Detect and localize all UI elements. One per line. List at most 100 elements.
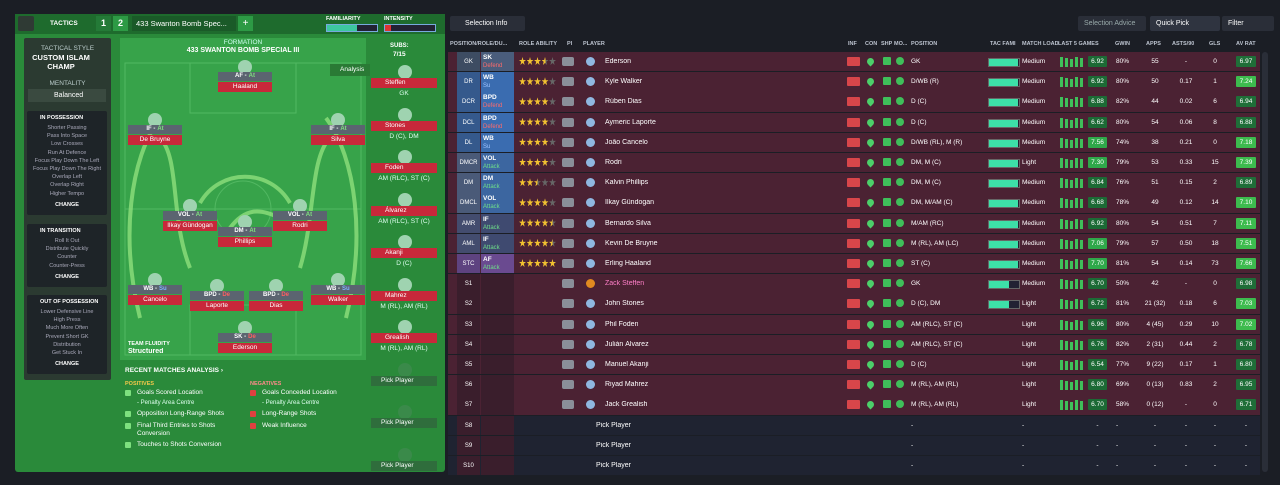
sub-name[interactable]: Mahrez bbox=[371, 290, 437, 301]
player-name[interactable]: Erling Haaland bbox=[605, 260, 651, 267]
asts-cell: - bbox=[1184, 421, 1188, 429]
player-name[interactable]: Jack Grealish bbox=[605, 401, 648, 409]
column-header[interactable]: CON bbox=[865, 41, 878, 47]
sub-name[interactable]: Pick Player bbox=[371, 418, 437, 428]
column-header[interactable]: PLAYER bbox=[583, 41, 605, 47]
toolbar-button[interactable]: Quick Pick bbox=[1150, 16, 1220, 31]
column-header[interactable]: MO... bbox=[894, 41, 908, 47]
column-header[interactable]: PI bbox=[567, 41, 573, 47]
role[interactable]: SK bbox=[483, 54, 493, 61]
role[interactable]: IF bbox=[483, 235, 489, 243]
player-name[interactable]: İlkay Gündogan bbox=[605, 199, 655, 207]
role[interactable]: VOL bbox=[483, 155, 497, 162]
duty: Attack bbox=[483, 204, 500, 211]
sub-name[interactable]: Álvarez bbox=[371, 205, 437, 216]
column-header[interactable]: MATCH LOAD bbox=[1022, 41, 1059, 47]
toolbar-button[interactable]: Selection Advice bbox=[1078, 16, 1146, 31]
duty: At bbox=[195, 212, 203, 218]
toolbar-button[interactable]: Filter bbox=[1222, 16, 1274, 31]
player-name[interactable]: Walker bbox=[311, 295, 365, 305]
toolbar-button[interactable]: Selection Info bbox=[450, 16, 525, 31]
player-name[interactable]: Bernardo Silva bbox=[605, 219, 651, 227]
add-tactic[interactable]: + bbox=[238, 16, 253, 31]
last5-bar bbox=[1070, 160, 1073, 168]
column-header[interactable]: POSITION bbox=[911, 41, 938, 47]
player-name[interactable]: Phillips bbox=[218, 237, 272, 247]
morale-icon bbox=[896, 97, 904, 106]
column-header[interactable]: LAST 5 GAMES bbox=[1058, 41, 1099, 47]
tactic-name[interactable]: 433 Swanton Bomb Spec... bbox=[132, 16, 236, 31]
role[interactable]: AF bbox=[483, 256, 492, 263]
column-header[interactable]: GLS bbox=[1209, 41, 1221, 47]
sub-name[interactable]: Steffen bbox=[371, 78, 437, 88]
last-cell: 6.88 bbox=[1088, 96, 1107, 108]
player-name[interactable]: Rodri bbox=[605, 159, 622, 166]
last5-bar bbox=[1065, 219, 1068, 229]
role[interactable]: WB bbox=[483, 74, 494, 82]
player-name[interactable]: Rodri bbox=[273, 221, 327, 231]
change-button[interactable]: CHANGE bbox=[55, 361, 79, 368]
player-name[interactable]: Kyle Walker bbox=[605, 78, 643, 86]
player-name[interactable]: Laporte bbox=[190, 301, 244, 311]
sub-name[interactable]: Grealish bbox=[371, 333, 437, 343]
pi-icon bbox=[562, 339, 574, 349]
sub-name[interactable]: Foden bbox=[371, 163, 437, 173]
player-jersey bbox=[586, 218, 595, 228]
tactic-slot[interactable]: 1 bbox=[96, 16, 111, 31]
column-header[interactable]: ASTS/90 bbox=[1172, 41, 1195, 47]
role[interactable]: BPD bbox=[483, 94, 497, 102]
sub-jersey bbox=[398, 320, 412, 334]
player-name[interactable]: Manuel Akanji bbox=[605, 361, 649, 368]
column-header[interactable]: AV RAT bbox=[1236, 41, 1256, 47]
player-name[interactable]: Dias bbox=[249, 301, 303, 311]
player-name[interactable]: Phil Foden bbox=[605, 320, 639, 328]
sharpness-icon bbox=[883, 158, 891, 166]
player-name[interactable]: Ilkay Gündogan bbox=[163, 221, 217, 231]
player-name[interactable]: Aymeric Laporte bbox=[605, 118, 656, 126]
last5-bar bbox=[1065, 58, 1068, 67]
change-button[interactable]: CHANGE bbox=[55, 273, 79, 280]
mentality[interactable]: Balanced bbox=[28, 89, 106, 102]
role[interactable]: BPD bbox=[483, 114, 497, 122]
player-name[interactable]: Rúben Dias bbox=[605, 98, 642, 106]
player-name[interactable]: John Stones bbox=[605, 300, 644, 308]
column-header[interactable]: INF bbox=[848, 41, 857, 47]
player-name[interactable]: Kalvin Phillips bbox=[605, 179, 649, 187]
player-name[interactable]: Pick Player bbox=[596, 441, 632, 449]
role[interactable]: WB bbox=[483, 134, 494, 142]
player-name[interactable]: Cancelo bbox=[128, 295, 182, 305]
player-name[interactable]: Silva bbox=[311, 135, 365, 145]
inf-badge bbox=[847, 77, 860, 87]
back-button[interactable] bbox=[18, 16, 34, 31]
player-name[interactable]: Julián Álvarez bbox=[605, 340, 649, 348]
analysis-button[interactable]: Analysis bbox=[330, 64, 370, 76]
role[interactable]: IF bbox=[483, 215, 489, 223]
player-name[interactable]: Zack Steffen bbox=[605, 280, 645, 288]
column-header[interactable]: ROLE ABILITY bbox=[519, 41, 557, 47]
sub-name[interactable]: Pick Player bbox=[371, 375, 437, 386]
column-header[interactable]: SHP bbox=[881, 41, 893, 47]
change-button[interactable]: CHANGE bbox=[55, 201, 79, 208]
player-name[interactable]: Ederson bbox=[605, 58, 632, 65]
column-header[interactable]: APPS bbox=[1146, 41, 1161, 47]
player-name[interactable]: Haaland bbox=[218, 82, 272, 92]
player-name[interactable]: Pick Player bbox=[596, 462, 632, 469]
player-name[interactable]: Kevin De Bruyne bbox=[605, 239, 658, 247]
sub-name[interactable]: Akanji bbox=[371, 248, 437, 258]
role-cell bbox=[481, 254, 514, 274]
player-name[interactable]: Pick Player bbox=[596, 421, 632, 429]
sub-name[interactable]: Pick Player bbox=[371, 460, 437, 471]
sub-name[interactable]: Stones bbox=[371, 120, 437, 131]
player-name[interactable]: Ederson bbox=[218, 343, 272, 353]
role[interactable]: VOL bbox=[483, 195, 497, 203]
tactic-slot[interactable]: 2 bbox=[113, 16, 128, 31]
column-header[interactable]: GWIN bbox=[1115, 41, 1130, 47]
pos-cell bbox=[457, 334, 480, 355]
column-header[interactable]: POSITION/ROLE/DU... bbox=[450, 41, 508, 47]
role[interactable]: DM bbox=[483, 175, 494, 183]
column-header[interactable]: TAC FAMI bbox=[990, 41, 1016, 47]
player-name[interactable]: Riyad Mahrez bbox=[605, 381, 649, 389]
player-name[interactable]: De Bruyne bbox=[128, 135, 182, 145]
player-name[interactable]: João Cancelo bbox=[605, 138, 648, 146]
player-dropdown bbox=[834, 57, 842, 65]
